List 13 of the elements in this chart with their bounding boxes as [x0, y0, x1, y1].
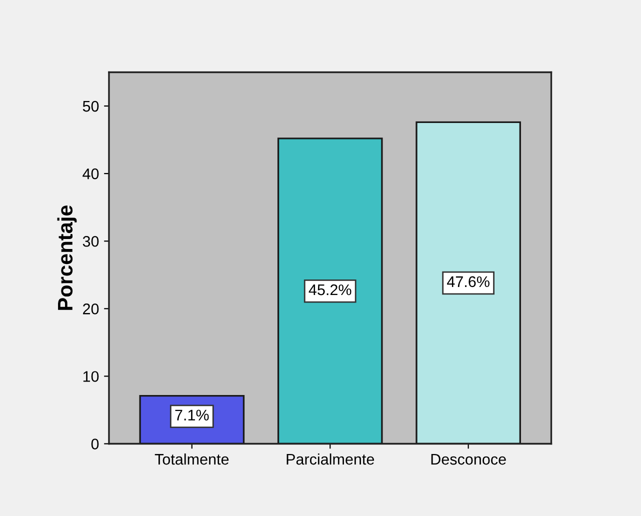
- data-label: 7.1%: [175, 410, 209, 420]
- y-tick-label: 40: [82, 168, 99, 180]
- x-tick-label: Desconoce: [431, 454, 506, 465]
- data-label: 45.2%: [308, 284, 352, 296]
- x-tick-label: Totalmente: [154, 453, 229, 465]
- x-tick-label: Parcialmente: [286, 453, 374, 465]
- y-tick-label: 20: [83, 304, 99, 314]
- y-axis-title: Porcentaje: [57, 205, 77, 310]
- y-tick-label: 30: [82, 236, 99, 247]
- y-tick-label: 0: [91, 438, 99, 450]
- y-tick-label: 10: [83, 371, 99, 382]
- y-tick-label: 50: [82, 100, 99, 112]
- data-label: 47.6%: [447, 276, 490, 288]
